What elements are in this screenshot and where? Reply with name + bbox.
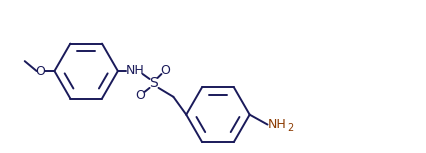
Text: 2: 2 xyxy=(287,123,294,132)
Text: NH: NH xyxy=(268,118,287,131)
Text: O: O xyxy=(36,65,46,78)
Text: S: S xyxy=(149,76,158,90)
Text: NH: NH xyxy=(125,63,144,76)
Text: O: O xyxy=(136,89,146,102)
Text: O: O xyxy=(161,63,170,76)
